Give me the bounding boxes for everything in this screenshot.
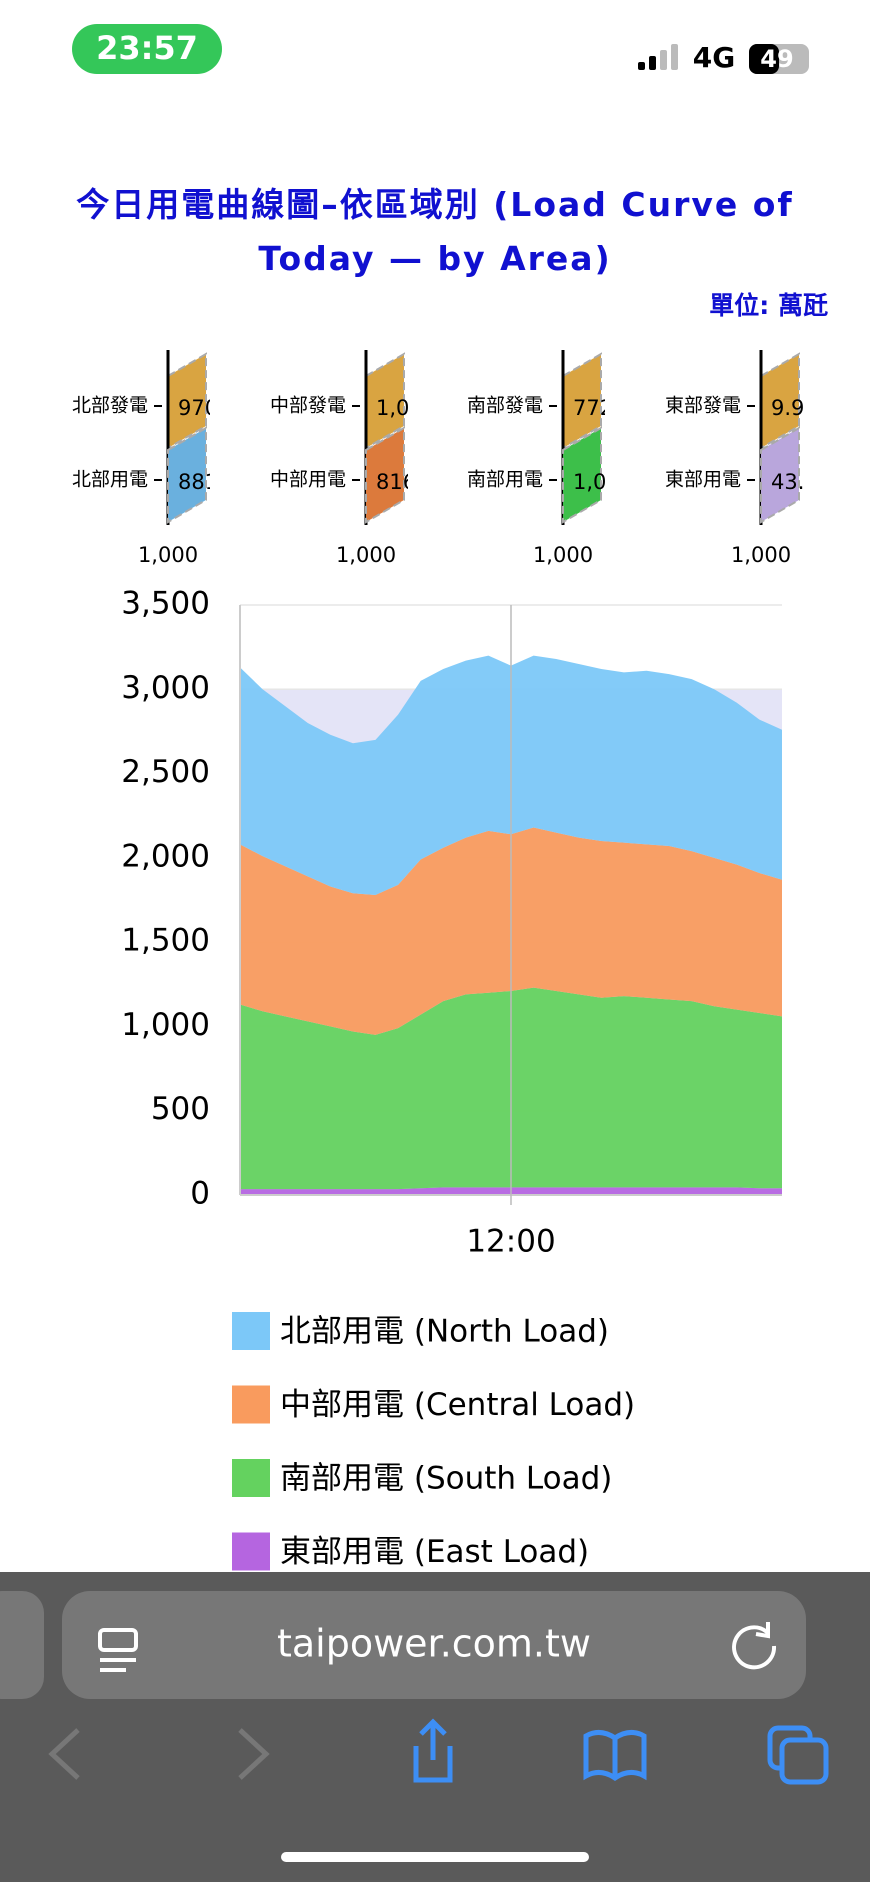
gauge-value: 816萬 (376, 470, 437, 494)
reader-icon[interactable] (98, 1628, 138, 1672)
gauge-bar (167, 426, 207, 524)
gauge-bar (365, 426, 405, 524)
gauge-value: 881.5 (178, 470, 238, 494)
gauge-value: 9.9萬 (771, 396, 825, 420)
gauge-label: 北部發電 (72, 395, 148, 417)
y-tick-label: 1,500 (121, 923, 210, 959)
y-tick-label: 0 (190, 1176, 210, 1212)
gauge-value: 1,008 (376, 396, 436, 420)
url-text[interactable]: taipower.com.tw (277, 1622, 591, 1666)
back-button[interactable] (48, 1728, 80, 1780)
status-network: 4G (693, 41, 735, 74)
gauge-axis-label: 1,000 (138, 543, 198, 567)
y-tick-label: 500 (151, 1091, 210, 1127)
gauge-axis-label: 1,000 (336, 543, 396, 567)
forward-button[interactable] (238, 1728, 270, 1780)
gauge-value: 772.2 (573, 396, 633, 420)
time-pill (72, 24, 222, 74)
battery-text: 49 (760, 45, 793, 73)
chart: 北部發電 970.1 1,000 中部發電 1,008 1,000 南部發電 772.2 1,0… (72, 350, 839, 1571)
legend-swatch (232, 1459, 270, 1497)
gauge-bar (760, 426, 800, 524)
gauge-label: 東部發電 (665, 395, 741, 417)
y-tick-label: 2,000 (121, 838, 210, 874)
chart-title: 今日用電曲線圖–依區域別 (Load Curve of Today — by A… (76, 185, 794, 278)
y-tick-label: 1,000 (121, 1007, 210, 1043)
legend-label: 北部用電 (North Load) (280, 1314, 609, 1350)
gauge-axis-label: 1,000 (731, 543, 791, 567)
gauge-value: 1,019 (573, 470, 633, 494)
y-tick-label: 2,500 (121, 754, 210, 790)
gauge-label: 北部用電 (72, 469, 148, 491)
legend-label: 東部用電 (East Load) (280, 1534, 589, 1570)
signal-icon (638, 44, 678, 70)
home-indicator (281, 1852, 589, 1862)
gauge-value: 970.1 (178, 396, 238, 420)
reload-arrow (755, 1622, 770, 1639)
gauge-axis-label: 1,000 (533, 543, 593, 567)
share-button[interactable] (413, 1718, 453, 1783)
gauge-label: 南部發電 (467, 395, 543, 417)
x-tick-label: 12:00 (466, 1224, 555, 1260)
bookmarks-button[interactable] (583, 1730, 647, 1782)
gauge-label: 南部用電 (467, 469, 543, 491)
status-time: 23:57 (96, 29, 198, 67)
gauge-label: 中部發電 (270, 395, 346, 417)
legend-swatch (232, 1532, 270, 1571)
prev-tab[interactable] (0, 1591, 44, 1699)
legend-label: 中部用電 (Central Load) (280, 1387, 635, 1423)
unit-label: 單位: 萬瓩 (709, 291, 828, 320)
gauge-value: 43.6萬 (771, 470, 839, 494)
tabs-button[interactable] (767, 1725, 829, 1785)
battery-level (749, 44, 779, 74)
gauge-bar (562, 426, 602, 524)
gauge-label: 中部用電 (270, 469, 346, 491)
y-tick-label: 3,500 (121, 586, 210, 622)
legend-swatch (232, 1312, 270, 1350)
legend-label: 南部用電 (South Load) (280, 1461, 612, 1497)
url-bar[interactable] (62, 1591, 806, 1699)
legend-swatch (232, 1385, 270, 1424)
gauge-label: 東部用電 (665, 469, 741, 491)
y-tick-label: 3,000 (121, 670, 210, 706)
reload-icon[interactable] (732, 1625, 777, 1670)
